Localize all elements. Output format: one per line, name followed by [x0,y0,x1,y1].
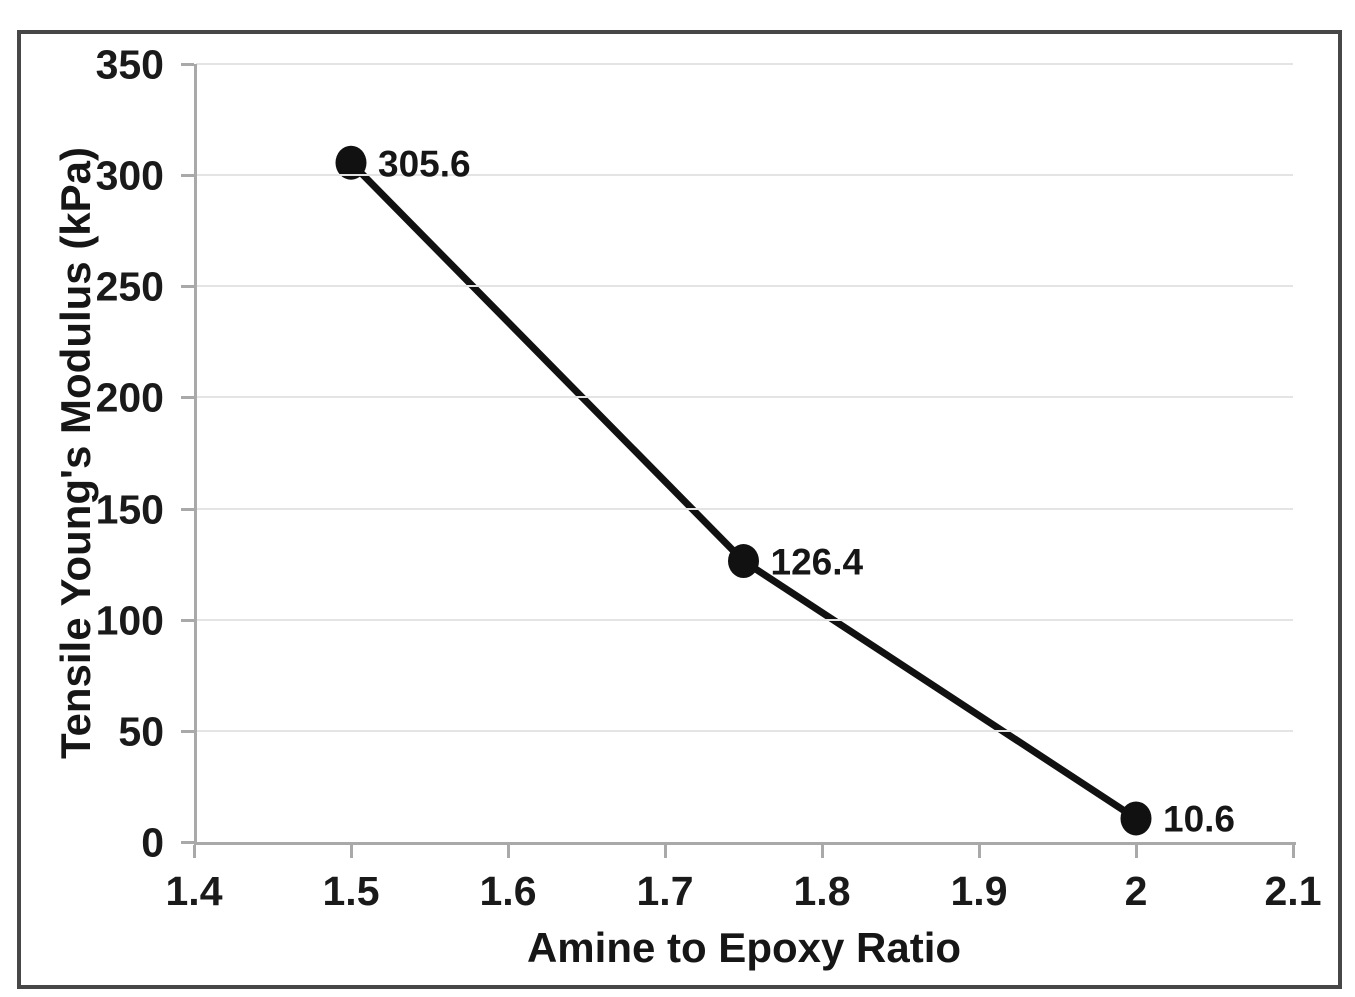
y-axis-title: Tensile Young's Modulus (kPa) [52,146,99,760]
x-tick-label-1.8: 1.8 [793,868,851,914]
x-tick-1.8 [821,845,824,858]
x-axis-line [194,842,1296,845]
gridline-y-350 [196,63,1293,65]
y-tick-350 [181,63,194,66]
x-tick-label-1.6: 1.6 [479,868,537,914]
gridline-y-150 [196,507,1293,510]
y-tick-label-350: 350 [95,41,164,88]
gridline-y-300 [196,174,1293,177]
y-tick-300 [181,174,194,178]
x-tick-label-1.4: 1.4 [165,868,223,914]
y-tick-label-250: 250 [95,263,164,310]
y-tick-label-0: 0 [141,819,164,866]
x-tick-2.1 [1292,845,1295,858]
y-tick-label-200: 200 [95,374,164,421]
data-point-label-126.4: 126.4 [770,541,864,583]
y-tick-200 [181,396,194,400]
y-tick-250 [181,285,194,289]
x-tick-label-2: 2 [1124,868,1148,914]
x-tick-label-1.7: 1.7 [636,868,694,914]
x-tick-label-1.5: 1.5 [322,868,380,914]
x-tick-1.5 [350,845,353,858]
y-tick-150 [181,507,194,511]
y-tick-label-100: 100 [95,597,164,644]
x-tick-1.9 [978,845,981,858]
y-tick-100 [181,618,194,622]
gridline-y-100 [196,618,1293,621]
x-tick-2 [1135,845,1138,858]
x-tick-1.4 [193,845,196,858]
y-tick-label-50: 50 [118,708,164,755]
x-axis-title: Amine to Epoxy Ratio [526,924,962,971]
y-axis-line [194,64,197,845]
gridline-y-50 [196,729,1293,732]
y-tick-label-300: 300 [95,152,164,199]
y-tick-label-150: 150 [95,486,164,533]
x-tick-label-1.9: 1.9 [950,868,1008,914]
x-tick-label-2.1: 2.1 [1264,868,1322,914]
y-tick-0 [181,841,194,844]
data-point-label-305.6: 305.6 [378,143,471,185]
x-tick-1.6 [507,845,510,858]
data-point-label-10.6: 10.6 [1163,798,1236,840]
gridline-y-200 [196,396,1293,399]
gridline-y-250 [196,285,1293,288]
y-tick-50 [181,729,194,733]
x-tick-1.7 [664,845,667,858]
